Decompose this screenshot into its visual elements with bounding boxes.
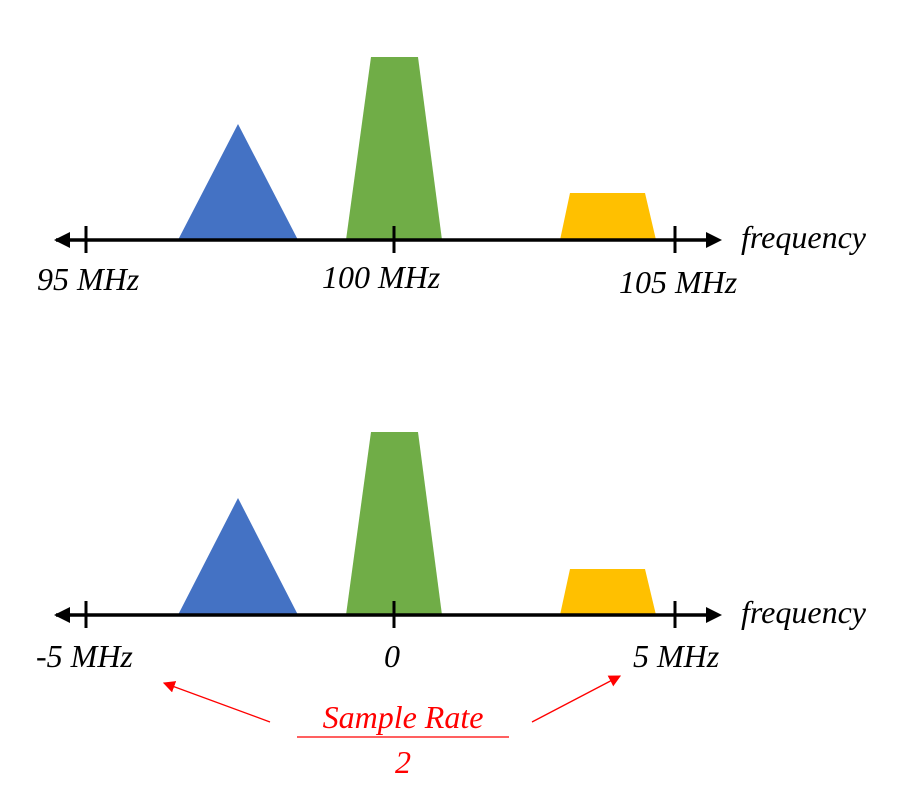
bottom-frequency-axis (54, 601, 722, 628)
annotation-arrow-left (162, 681, 271, 723)
bottom-blue-signal (178, 498, 298, 615)
top-spectrum: frequency 95 MHz 100 MHz 105 MHz (37, 57, 867, 300)
bottom-spectrum: frequency -5 MHz 0 5 MHz (36, 432, 867, 674)
top-tick-label-100: 100 MHz (322, 259, 441, 295)
bottom-yellow-signal (560, 569, 656, 615)
bottom-green-signal (346, 432, 442, 615)
annotation-numerator: Sample Rate (323, 699, 484, 735)
annotation-arrow-right (531, 675, 622, 723)
top-tick-label-95: 95 MHz (37, 261, 140, 297)
top-frequency-axis (54, 226, 722, 253)
bottom-tick-label-0: 0 (384, 638, 400, 674)
sample-rate-annotation: Sample Rate 2 (162, 675, 622, 780)
annotation-denominator: 2 (395, 744, 411, 780)
bottom-tick-label-neg5: -5 MHz (36, 638, 133, 674)
bottom-axis-label: frequency (741, 594, 867, 630)
top-tick-label-105: 105 MHz (619, 264, 738, 300)
top-yellow-signal (560, 193, 656, 240)
top-blue-signal (178, 124, 298, 240)
top-axis-label: frequency (741, 219, 867, 255)
top-green-signal (346, 57, 442, 240)
bottom-tick-label-5: 5 MHz (633, 638, 720, 674)
